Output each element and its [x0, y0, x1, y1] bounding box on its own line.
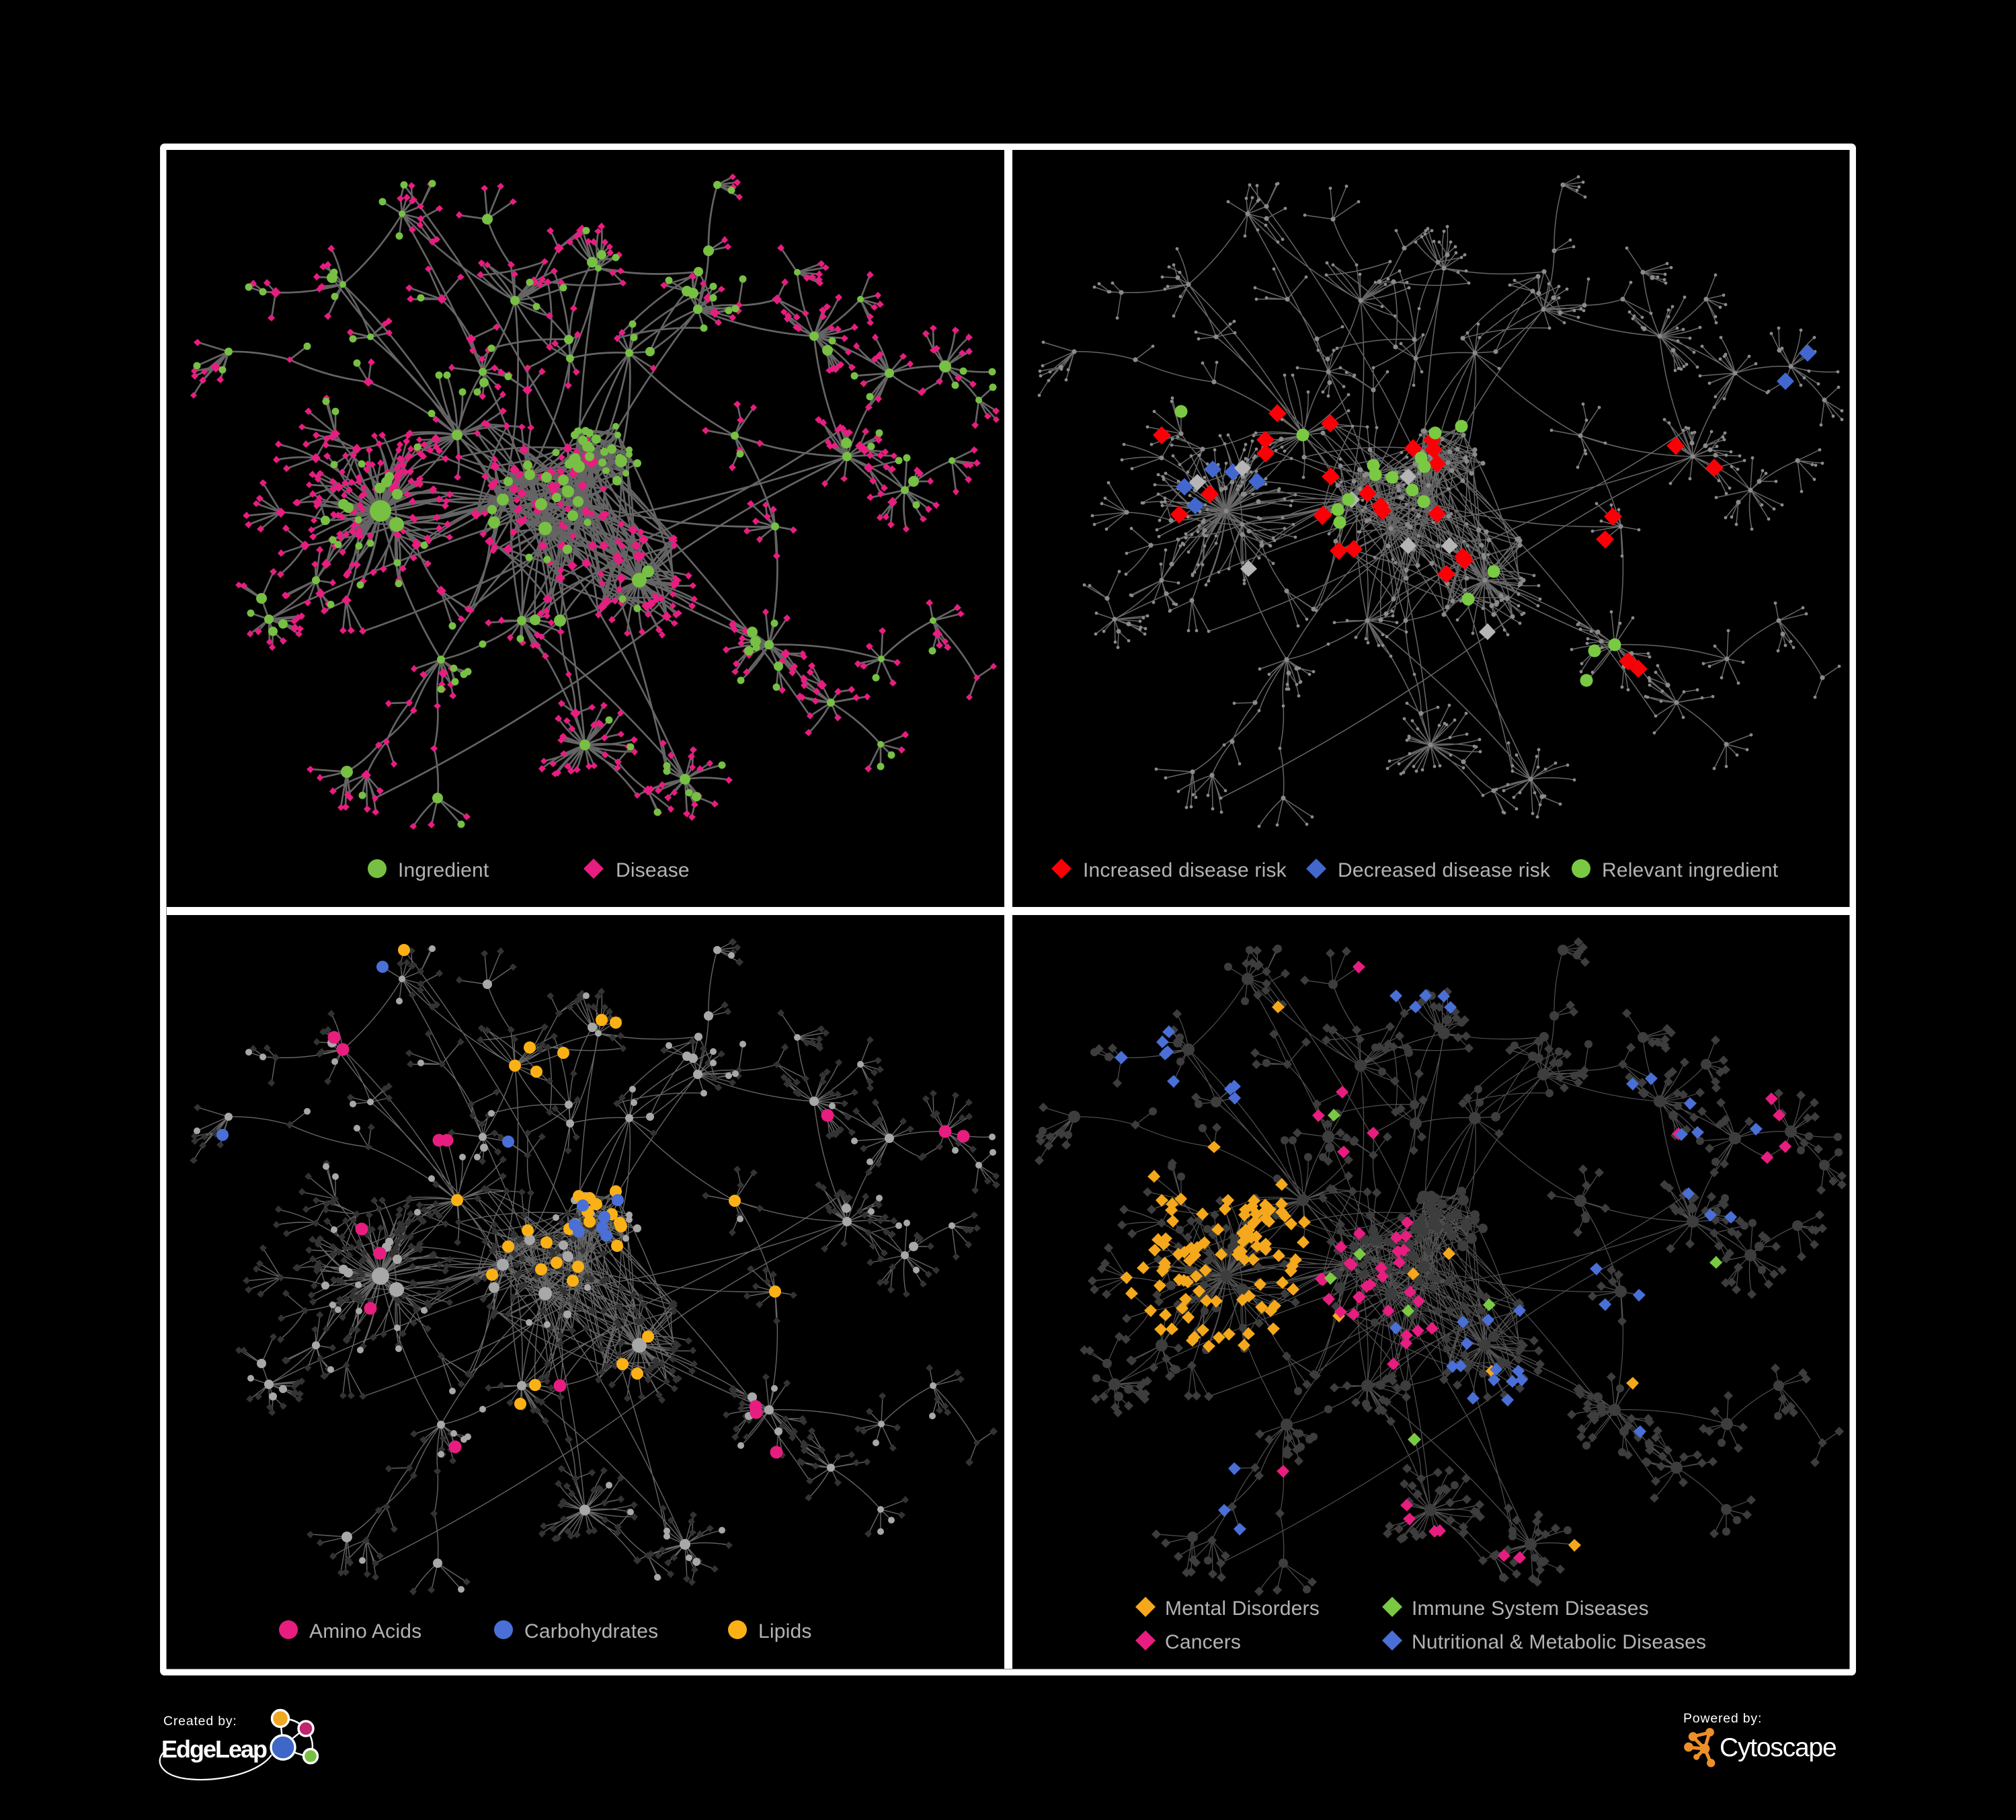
- svg-text:EdgeLeap: EdgeLeap: [161, 1735, 267, 1763]
- svg-text:Immune System Diseases: Immune System Diseases: [1412, 1597, 1649, 1620]
- svg-text:Created by:: Created by:: [163, 1714, 237, 1729]
- svg-text:Nutritional & Metabolic Diseas: Nutritional & Metabolic Diseases: [1412, 1631, 1706, 1653]
- svg-text:Cytoscape: Cytoscape: [1720, 1733, 1836, 1762]
- svg-text:Carbohydrates: Carbohydrates: [524, 1620, 658, 1643]
- svg-text:Cancers: Cancers: [1165, 1631, 1241, 1653]
- svg-text:Mental Disorders: Mental Disorders: [1165, 1597, 1320, 1620]
- svg-text:Increased disease risk: Increased disease risk: [1083, 859, 1287, 881]
- svg-text:Disease: Disease: [616, 859, 690, 881]
- svg-text:Amino Acids: Amino Acids: [309, 1620, 421, 1643]
- svg-text:Decreased disease risk: Decreased disease risk: [1338, 859, 1551, 881]
- svg-text:Powered by:: Powered by:: [1683, 1711, 1762, 1726]
- svg-text:Relevant ingredient: Relevant ingredient: [1602, 859, 1779, 881]
- svg-text:Lipids: Lipids: [758, 1620, 812, 1643]
- svg-text:Ingredient: Ingredient: [398, 859, 489, 881]
